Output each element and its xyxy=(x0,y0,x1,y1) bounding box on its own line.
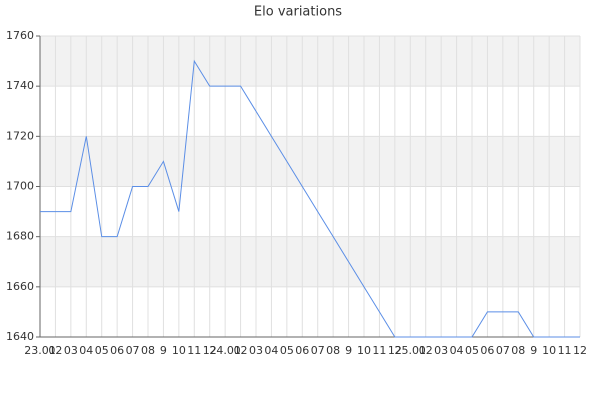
x-tick-label: 9 xyxy=(530,344,537,357)
x-tick-label: 05 xyxy=(280,344,294,357)
x-tick-label: 9 xyxy=(345,344,352,357)
y-tick-label: 1720 xyxy=(6,129,34,142)
x-tick-label: 25.01 xyxy=(395,344,427,357)
line xyxy=(40,59,580,338)
x-tick-label: 05 xyxy=(95,344,109,357)
y-tick-label: 1740 xyxy=(6,79,34,92)
x-tick-label: 08 xyxy=(326,344,340,357)
x-tick-label: 02 xyxy=(48,344,62,357)
x-tick-label: 06 xyxy=(110,344,124,357)
x-tick-label: 06 xyxy=(295,344,309,357)
x-tick-label: 06 xyxy=(480,344,494,357)
y-tick-label: 1680 xyxy=(6,230,34,243)
x-tick-label: 11 xyxy=(187,344,201,357)
grid-band xyxy=(40,36,580,87)
x-tick-label: 03 xyxy=(64,344,78,357)
y-tick-label: 1760 xyxy=(6,29,34,42)
x-tick-label: 10 xyxy=(542,344,556,357)
x-tick-label: 02 xyxy=(234,344,248,357)
x-tick-label: 23.01 xyxy=(24,344,56,357)
x-tick-label: 10 xyxy=(357,344,371,357)
x-tick-label: 08 xyxy=(511,344,525,357)
x-tick-label: 12 xyxy=(203,344,217,357)
x-tick-label: 07 xyxy=(311,344,325,357)
y-tick-label: 1700 xyxy=(6,180,34,193)
x-tick-label: 12 xyxy=(573,344,587,357)
x-tick-label: 12 xyxy=(388,344,402,357)
y-tick-label: 1640 xyxy=(6,330,34,343)
x-tick-label: 07 xyxy=(126,344,140,357)
x-tick-label: 11 xyxy=(558,344,572,357)
x-tick-label: 05 xyxy=(465,344,479,357)
x-tick-label: 11 xyxy=(372,344,386,357)
x-tick-label: 04 xyxy=(264,344,278,357)
x-tick-label: 9 xyxy=(160,344,167,357)
x-tick-label: 03 xyxy=(249,344,263,357)
x-tick-label: 07 xyxy=(496,344,510,357)
x-tick-label: 04 xyxy=(79,344,93,357)
x-tick-label: 10 xyxy=(172,344,186,357)
x-tick-label: 24.01 xyxy=(209,344,241,357)
y-tick-label: 1660 xyxy=(6,280,34,293)
grid-band xyxy=(40,136,580,187)
x-tick-label: 08 xyxy=(141,344,155,357)
grid-band xyxy=(40,236,580,287)
chart-title: Elo variations xyxy=(254,5,342,20)
x-tick-label: 04 xyxy=(450,344,464,357)
x-tick-label: 02 xyxy=(419,344,433,357)
x-tick-label: 03 xyxy=(434,344,448,357)
